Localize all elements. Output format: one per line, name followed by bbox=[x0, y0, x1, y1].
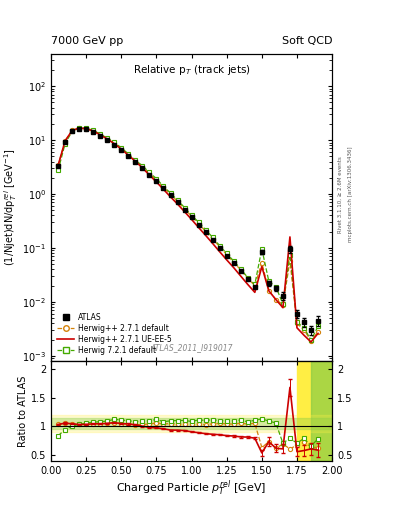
Text: mcplots.cern.ch [arXiv:1306.3436]: mcplots.cern.ch [arXiv:1306.3436] bbox=[348, 147, 353, 242]
Text: Rivet 3.1.10, ≥ 2.6M events: Rivet 3.1.10, ≥ 2.6M events bbox=[338, 156, 342, 233]
Legend: ATLAS, Herwig++ 2.7.1 default, Herwig++ 2.7.1 UE-EE-5, Herwig 7.2.1 default: ATLAS, Herwig++ 2.7.1 default, Herwig++ … bbox=[55, 311, 174, 357]
X-axis label: Charged Particle $p_T^{rel}$ [GeV]: Charged Particle $p_T^{rel}$ [GeV] bbox=[116, 478, 267, 498]
Y-axis label: Ratio to ATLAS: Ratio to ATLAS bbox=[18, 375, 28, 446]
Text: Relative p$_T$ (track jets): Relative p$_T$ (track jets) bbox=[132, 63, 251, 77]
Text: 7000 GeV pp: 7000 GeV pp bbox=[51, 36, 123, 46]
Text: ATLAS_2011_I919017: ATLAS_2011_I919017 bbox=[151, 343, 233, 352]
Y-axis label: (1/Njet)dN/dp$_T^{rel}$ [GeV$^{-1}$]: (1/Njet)dN/dp$_T^{rel}$ [GeV$^{-1}$] bbox=[3, 148, 20, 266]
Text: Soft QCD: Soft QCD bbox=[282, 36, 332, 46]
